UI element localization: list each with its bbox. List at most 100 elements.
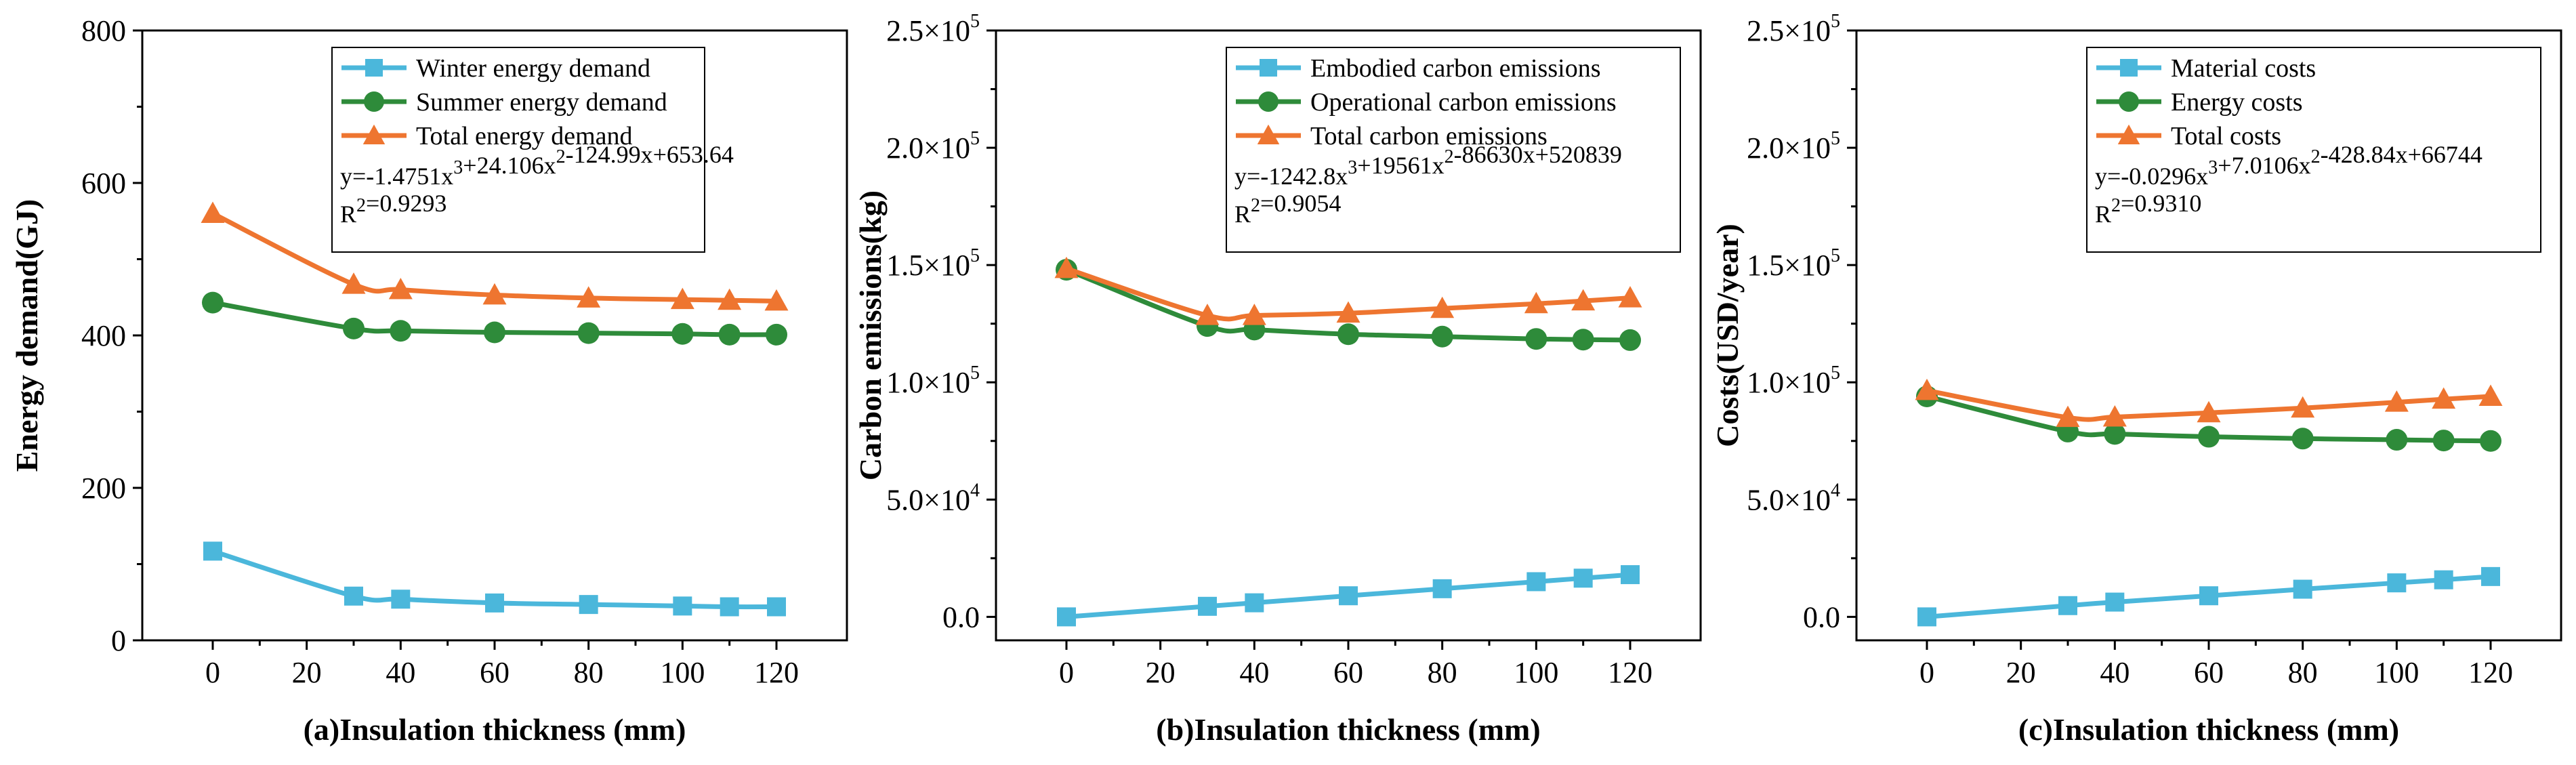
- x-tick-label: 0: [1059, 656, 1074, 689]
- legend-box: [331, 47, 705, 253]
- data-point-triangle: [1618, 286, 1642, 308]
- y-tick-label: 2.0×105: [1747, 128, 1840, 165]
- data-point-circle: [1572, 329, 1594, 351]
- x-tick-label: 100: [1514, 656, 1558, 689]
- legend-marker-square: [1260, 59, 1277, 77]
- fit-equation: y=-1.4751x3+24.106x2-124.99x+653.64: [340, 141, 734, 190]
- x-axis-title: (a)Insulation thickness (mm): [304, 712, 686, 747]
- data-point-square: [391, 590, 411, 609]
- data-point-circle: [1431, 325, 1453, 348]
- data-point-square: [1432, 579, 1452, 598]
- data-point-circle: [202, 291, 224, 314]
- r-squared: R2=0.9054: [1234, 190, 1341, 228]
- data-point-triangle: [718, 288, 742, 310]
- x-tick-label: 100: [2374, 656, 2419, 689]
- data-point-triangle: [1242, 304, 1266, 325]
- r-squared: R2=0.9293: [340, 190, 446, 228]
- data-point-square: [203, 541, 222, 561]
- y-tick-label: 200: [81, 472, 126, 505]
- x-tick-label: 60: [1333, 656, 1363, 689]
- legend-label: Total costs: [2171, 122, 2281, 150]
- data-point-square: [2387, 573, 2407, 593]
- data-point-square: [2481, 566, 2500, 586]
- data-point-circle: [484, 321, 505, 344]
- data-point-square: [673, 596, 692, 616]
- legend-marker-triangle: [1257, 124, 1280, 144]
- data-point-square: [1917, 607, 1936, 627]
- data-point-triangle: [1571, 289, 1596, 311]
- data-point-triangle: [388, 278, 413, 299]
- y-tick-label: 0.0: [1803, 600, 1840, 634]
- data-point-triangle: [482, 283, 507, 305]
- data-point-triangle: [670, 287, 694, 310]
- data-point-square: [767, 597, 786, 617]
- data-point-square: [1057, 607, 1076, 627]
- data-point-circle: [2198, 426, 2220, 448]
- data-point-triangle: [201, 201, 225, 223]
- y-tick-label: 5.0×104: [1747, 480, 1840, 516]
- legend-marker-circle: [364, 91, 384, 112]
- legend-label: Embodied carbon emissions: [1310, 54, 1600, 83]
- series-line-2: [210, 211, 779, 304]
- y-tick-label: 2.0×105: [886, 128, 980, 165]
- r-squared: R2=0.9310: [2095, 190, 2201, 228]
- x-tick-label: 40: [386, 656, 415, 689]
- y-tick-label: 2.5×105: [1747, 11, 1840, 47]
- y-tick-label: 1.5×105: [1747, 245, 1840, 282]
- fit-equation: y=-0.0296x3+7.0106x2-428.84x+66744: [2095, 141, 2482, 190]
- data-point-square: [1526, 572, 1546, 592]
- data-point-circle: [390, 320, 412, 342]
- data-point-circle: [2104, 423, 2126, 445]
- data-point-square: [1198, 596, 1217, 616]
- x-tick-label: 40: [2100, 656, 2130, 689]
- data-point-triangle: [2056, 405, 2080, 428]
- x-tick-label: 80: [574, 656, 604, 689]
- data-point-circle: [577, 322, 600, 344]
- fit-equation: y=-1242.8x3+19561x2-86630x+520839: [1234, 141, 1622, 190]
- legend-box: [2086, 47, 2541, 253]
- x-tick-label: 100: [660, 656, 705, 689]
- data-point-square: [1339, 586, 1358, 606]
- legend-label: Total energy demand: [416, 122, 633, 150]
- data-point-circle: [2480, 430, 2501, 452]
- legend-marker-triangle: [362, 124, 386, 144]
- x-tick-label: 0: [1919, 656, 1934, 689]
- data-point-triangle: [2197, 400, 2221, 423]
- y-tick-label: 5.0×104: [886, 480, 980, 516]
- data-point-square: [2105, 592, 2125, 612]
- y-axis-title: Costs(USD/year): [1710, 224, 1745, 447]
- x-tick-label: 60: [2194, 656, 2224, 689]
- data-point-triangle: [1054, 256, 1079, 278]
- data-point-square: [579, 595, 598, 615]
- legend-label: Total carbon emissions: [1310, 122, 1547, 150]
- y-tick-label: 0.0: [942, 600, 980, 634]
- data-point-circle: [2386, 429, 2408, 451]
- y-axis-title: Energy demand(GJ): [9, 199, 44, 472]
- data-point-square: [2293, 579, 2312, 599]
- legend-marker-square: [365, 59, 383, 77]
- legend-marker-square: [2120, 59, 2138, 77]
- y-tick-label: 800: [81, 14, 126, 47]
- data-point-square: [344, 586, 363, 606]
- legend-label: Winter energy demand: [416, 54, 650, 83]
- legend-marker-triangle: [2117, 124, 2140, 144]
- data-point-triangle: [1195, 304, 1220, 325]
- data-point-triangle: [2291, 396, 2315, 418]
- data-point-triangle: [577, 286, 601, 308]
- data-point-circle: [671, 323, 694, 345]
- x-tick-label: 20: [292, 656, 322, 689]
- data-point-circle: [343, 317, 365, 339]
- x-tick-label: 80: [2288, 656, 2318, 689]
- x-tick-label: 60: [480, 656, 510, 689]
- data-point-circle: [766, 323, 787, 346]
- data-point-triangle: [1915, 378, 1939, 400]
- legend-label: Energy costs: [2171, 88, 2303, 117]
- y-tick-label: 400: [81, 319, 126, 352]
- data-point-triangle: [2432, 387, 2456, 409]
- x-tick-label: 120: [2468, 656, 2513, 689]
- x-tick-label: 20: [2006, 656, 2036, 689]
- data-point-triangle: [764, 289, 789, 311]
- data-point-square: [2434, 570, 2453, 590]
- data-point-triangle: [1336, 301, 1360, 323]
